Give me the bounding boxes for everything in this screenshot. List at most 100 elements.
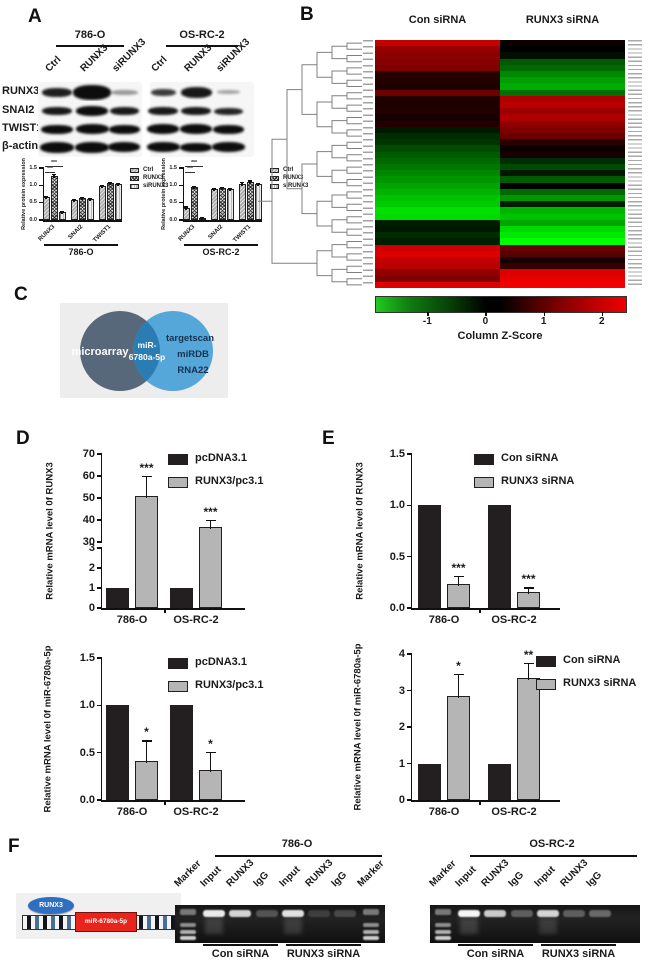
blot-lane-label: siRUNX3 (110, 36, 149, 75)
heatmap-cell (500, 40, 625, 47)
heatmap-cell (375, 114, 500, 122)
y-tick (407, 453, 412, 455)
panel-label-f: F (8, 836, 20, 857)
bar-Ctrl (98, 186, 106, 220)
bar-Con siRNA (418, 763, 441, 800)
legend-swatch (270, 184, 279, 189)
panel-label-a: A (28, 6, 42, 27)
heatmap-cell (500, 139, 625, 146)
heatmap-cell (500, 58, 625, 66)
heatmap-grid (375, 40, 625, 289)
legend-label: RUNX3 (143, 175, 164, 181)
error-bar-cap (240, 182, 244, 184)
heatmap-cell (500, 207, 625, 215)
bar-pcDNA3.1 (170, 705, 193, 800)
gel-lane-label: Marker (427, 858, 459, 890)
panel-a-chart-osrc2: Relative protein expression 0.0 0.5 1.0 1.5 R… (158, 158, 328, 265)
heatmap-cell (375, 226, 500, 233)
sig-line (45, 166, 63, 167)
blot-band (146, 142, 180, 152)
error-bar-cap (453, 576, 464, 578)
heatmap-cell (375, 238, 500, 246)
gel-sample-band (334, 910, 357, 917)
gel-smear (460, 918, 479, 934)
venn-center-label-2: 6780a-5p (129, 352, 165, 362)
error-bar-cap (141, 740, 152, 742)
legend-label: Ctrl (283, 167, 294, 173)
legend-label: RUNX3 siRNA (501, 475, 575, 487)
bar-Ctrl (238, 183, 246, 220)
heatmap-cell (500, 52, 625, 60)
heatmap-cell (500, 102, 625, 109)
x-category-label: 786-O (428, 614, 460, 626)
error-bar-cap (52, 173, 56, 176)
bar-RUNX3 (190, 187, 198, 220)
gel-marker-band (180, 930, 196, 934)
error-bar (61, 211, 63, 215)
gel-lane-label: RUNX3 (558, 857, 591, 890)
chart-runx3-overexpression-mrna: Relative mRNA level 0f RUNX3 70 60 50 40 30 3 2… (40, 438, 340, 636)
y-tick-label: 1.0 (169, 181, 177, 188)
y-axis-label: Relative mRNA level 0f miR-6780a-5p (352, 643, 364, 811)
blot-group-underline (56, 45, 124, 47)
significance-stars: *** (451, 561, 466, 576)
error-bar-cap (523, 663, 534, 665)
error-bar (241, 182, 243, 186)
heatmap-cell (375, 71, 500, 78)
colorbar-tick (427, 312, 429, 316)
colorbar-tick (601, 312, 604, 316)
sig-stars: *** (187, 166, 193, 172)
colorbar-tick-label: -1 (422, 316, 432, 327)
x-axis (100, 608, 245, 610)
heatmap-cell (500, 89, 625, 97)
sig-line (45, 172, 55, 173)
gel-group-label: Con siRNA (466, 948, 525, 960)
gel-lane-label: RUNX3 (479, 857, 512, 890)
error-bar (193, 185, 195, 190)
gel-group-line (203, 944, 278, 946)
gel-sample-band (203, 910, 226, 917)
chart-mir6780a-knockdown: Relative mRNA level 0f miR-6780a-5p 0 1 2 3 4… (350, 640, 650, 832)
heatmap-cell (500, 133, 625, 140)
heatmap-cell (500, 257, 625, 264)
error-bar-cap (523, 587, 534, 589)
error-bar-cap (44, 196, 48, 198)
blot-row-label: β-actin (2, 140, 39, 152)
gel-marker-band (435, 936, 451, 940)
bar-RUNX3 (246, 181, 254, 220)
blot-band (42, 107, 72, 115)
y-tick-label: 40 (82, 514, 95, 526)
error-bar (527, 663, 530, 681)
x-axis (182, 220, 262, 222)
y-axis (42, 168, 44, 220)
heatmap-cell (500, 263, 625, 270)
heatmap-cell (375, 281, 500, 289)
gel-sample-band (458, 910, 481, 917)
legend-swatch (270, 176, 279, 181)
y-tick-label: 0.0 (389, 602, 405, 614)
x-category-label: 786-O (116, 614, 148, 626)
y-axis (100, 658, 102, 800)
heatmap-cell (375, 164, 500, 171)
y-tick (97, 497, 102, 499)
blot-band (211, 142, 245, 152)
colorbar-label: Column Z-Score (457, 330, 543, 342)
gel-marker-band (363, 909, 380, 915)
bar-RUNX3 siRNA (447, 584, 470, 608)
legend-label: siRUNX3 (143, 183, 169, 189)
heatmap-cell (375, 52, 500, 60)
significance-stars: * (144, 725, 149, 740)
y-tick (97, 607, 102, 609)
blot-lane-label: RUNX3 (78, 42, 111, 75)
blot-band (108, 124, 140, 134)
gel-sample-band (589, 910, 612, 917)
legend-swatch (130, 176, 139, 181)
error-bar-cap (80, 197, 84, 199)
error-bar-cap (184, 206, 188, 208)
y-tick-label: 50 (82, 492, 95, 504)
blot-group-underline (166, 45, 238, 47)
y-tick-label: 1 (398, 757, 405, 770)
error-bar (145, 476, 148, 498)
legend-swatch (536, 656, 556, 667)
heatmap-cell (375, 232, 500, 239)
